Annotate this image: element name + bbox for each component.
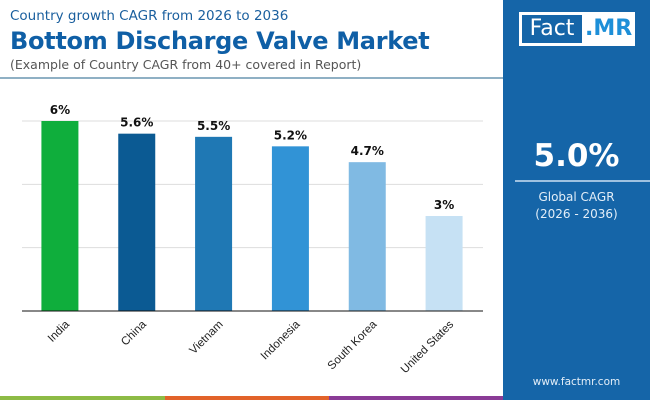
header-divider [0, 77, 503, 79]
logo-fact: Fact [522, 15, 582, 43]
logo-mr: .MR [585, 16, 633, 41]
x-tick-label: United States [399, 318, 456, 375]
data-label: 3% [434, 198, 454, 212]
global-cagr-period: (2026 - 2036) [535, 207, 618, 221]
bar-india [41, 121, 79, 311]
x-tick-label: South Korea [326, 318, 380, 372]
chart-title: Bottom Discharge Valve Market [10, 27, 430, 55]
global-cagr-value: 5.0% [533, 138, 620, 174]
x-tick-label: China [119, 318, 149, 348]
chart-subtitle: Country growth CAGR from 2026 to 2036 [10, 8, 289, 24]
bar-united-states [425, 216, 463, 311]
summary-panel: Fact .MR 5.0% Global CAGR (2026 - 2036) … [503, 0, 650, 400]
stripe-green [0, 396, 165, 400]
global-cagr-label-block: Global CAGR (2026 - 2036) [503, 189, 650, 223]
global-cagr-label: Global CAGR [538, 190, 615, 204]
data-label: 6% [50, 103, 70, 117]
x-tick-label: India [46, 318, 73, 345]
factmr-logo: Fact .MR [519, 12, 635, 46]
data-label: 5.6% [120, 116, 153, 130]
stripe-purple [329, 396, 503, 400]
bar-south-korea [348, 162, 386, 311]
bar-vietnam [195, 136, 233, 311]
stripe-orange [165, 396, 329, 400]
x-tick-label: Vietnam [188, 319, 226, 357]
website-url: www.factmr.com [532, 376, 621, 388]
bar-indonesia [271, 146, 309, 311]
data-label: 4.7% [351, 144, 384, 158]
data-label: 5.5% [197, 119, 230, 133]
x-tick-label: Indonesia [259, 318, 303, 362]
data-label: 5.2% [274, 128, 307, 142]
panel-divider [515, 180, 650, 182]
bar-chart: 6% India 5.6% China 5.5% Vietnam 5.2% Indonesia… [22, 103, 483, 376]
bar-china [118, 133, 156, 311]
chart-note: (Example of Country CAGR from 40+ covere… [10, 57, 362, 72]
